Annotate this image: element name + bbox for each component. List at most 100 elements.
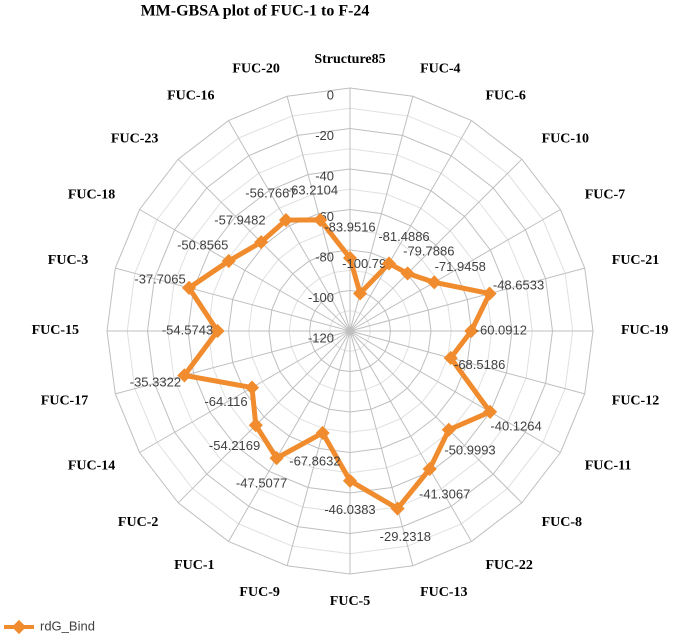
axis-tick-label: -20 xyxy=(315,128,334,143)
spoke xyxy=(228,120,351,332)
data-point xyxy=(483,404,498,419)
value-label: -60.0912 xyxy=(476,322,527,337)
value-label: -29.2318 xyxy=(380,529,431,544)
chart-title: MM-GBSA plot of FUC-1 to F-24 xyxy=(141,3,370,20)
data-point xyxy=(244,380,260,395)
category-label: FUC-20 xyxy=(232,61,279,76)
category-label: FUC-19 xyxy=(621,323,668,338)
data-point xyxy=(422,461,437,477)
data-point xyxy=(427,275,442,290)
data-point xyxy=(443,350,458,366)
spoke xyxy=(286,96,351,332)
category-label: FUC-1 xyxy=(174,558,214,573)
value-label: -71.9458 xyxy=(435,259,486,274)
data-point xyxy=(390,501,405,516)
value-label: -54.5743 xyxy=(162,322,213,337)
data-point xyxy=(400,266,415,281)
category-label: FUC-9 xyxy=(239,585,279,600)
data-point xyxy=(342,473,358,488)
category-label: FUC-3 xyxy=(48,253,88,268)
category-label: FUC-15 xyxy=(32,323,79,338)
spoke xyxy=(115,267,351,332)
value-label: -40.1264 xyxy=(490,418,541,433)
category-label: FUC-11 xyxy=(585,459,632,474)
category-label: FUC-17 xyxy=(41,393,88,408)
legend-marker xyxy=(11,619,27,635)
category-label: FUC-7 xyxy=(585,188,625,203)
axis-tick-label: -120 xyxy=(308,330,334,345)
axis-tick-label: -100 xyxy=(308,290,334,305)
value-label: -83.9516 xyxy=(324,219,375,234)
data-point xyxy=(482,286,497,301)
data-point xyxy=(278,213,294,228)
data-point xyxy=(464,323,479,339)
axis-tick-label: -40 xyxy=(315,168,334,183)
value-label: -81.4886 xyxy=(378,229,429,244)
value-label: -100.798 xyxy=(342,256,393,271)
value-label: -50.8565 xyxy=(177,237,228,252)
spoke xyxy=(115,330,351,395)
spoke xyxy=(228,330,351,542)
legend-label: rdG_Bind xyxy=(40,618,95,633)
spoke xyxy=(349,330,561,453)
value-label: -79.7886 xyxy=(403,244,454,259)
spoke xyxy=(139,330,351,453)
data-point xyxy=(315,425,330,441)
category-label: FUC-10 xyxy=(542,132,589,147)
spoke xyxy=(139,209,351,332)
value-label: -64.116 xyxy=(204,394,247,409)
category-label: FUC-12 xyxy=(612,393,659,408)
data-point xyxy=(352,286,368,301)
data-point xyxy=(381,256,397,271)
category-label: FUC-23 xyxy=(111,132,158,147)
value-label: -35.3322 xyxy=(130,375,181,390)
spoke xyxy=(349,330,523,504)
spoke xyxy=(349,120,472,332)
data-point xyxy=(441,422,456,437)
value-label: -68.5186 xyxy=(454,357,505,372)
axis-tick-label: -80 xyxy=(315,249,334,264)
value-label: -48.6533 xyxy=(493,277,544,292)
category-label: FUC-5 xyxy=(330,594,370,609)
category-label: FUC-6 xyxy=(486,89,526,104)
data-point xyxy=(177,368,192,383)
axis-tick-label: 0 xyxy=(327,87,334,102)
category-label: FUC-18 xyxy=(68,188,115,203)
data-point xyxy=(313,212,328,227)
value-label: -46.0383 xyxy=(324,502,375,517)
data-point xyxy=(254,235,269,250)
value-label: -63.2104 xyxy=(287,182,338,197)
category-label: FUC-16 xyxy=(167,89,214,104)
category-label: FUC-8 xyxy=(542,515,582,530)
value-label: -67.8632 xyxy=(289,453,340,468)
data-point xyxy=(342,250,358,266)
category-label: FUC-2 xyxy=(118,515,158,530)
spoke xyxy=(349,330,414,566)
category-label: Structure85 xyxy=(314,52,385,67)
value-label: -54.2169 xyxy=(209,438,260,453)
data-point xyxy=(221,253,236,269)
data-point xyxy=(210,323,225,339)
spoke xyxy=(177,330,351,504)
value-label: -37.7065 xyxy=(134,272,185,287)
spoke xyxy=(349,158,523,332)
value-label: -57.9482 xyxy=(214,212,265,227)
data-point xyxy=(269,451,284,466)
category-label: FUC-22 xyxy=(486,558,533,573)
data-point xyxy=(248,418,263,433)
spoke xyxy=(349,267,585,332)
value-label: -47.5077 xyxy=(236,476,287,491)
category-label: FUC-4 xyxy=(420,61,460,76)
category-label: FUC-14 xyxy=(68,459,115,474)
category-label: FUC-13 xyxy=(420,585,467,600)
spoke xyxy=(286,330,351,566)
spoke xyxy=(349,330,585,395)
data-point xyxy=(181,280,197,295)
spoke xyxy=(349,209,561,332)
category-label: FUC-21 xyxy=(612,253,659,268)
value-label: -41.3067 xyxy=(419,486,470,501)
value-label: -50.9993 xyxy=(444,442,495,457)
spoke xyxy=(349,330,472,542)
value-label: -56.7667 xyxy=(245,186,296,201)
